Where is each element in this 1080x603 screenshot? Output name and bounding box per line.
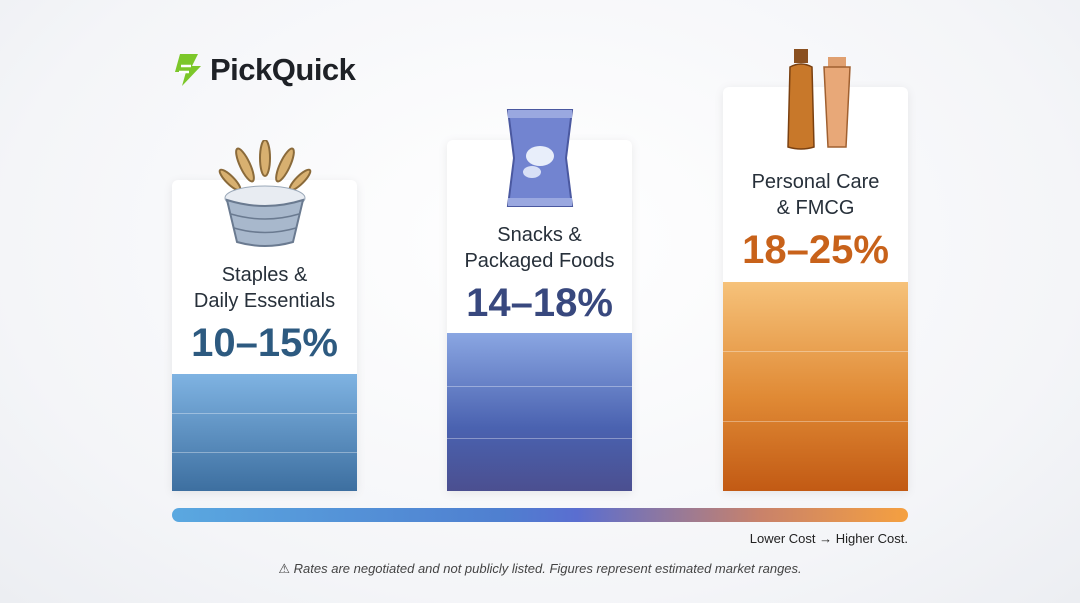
bar-divider [723,421,908,422]
bar-divider [723,351,908,352]
category-label-line2: & FMCG [776,197,855,219]
range-value: 18–25% [742,228,889,272]
cosmetic-bottles-icon [786,49,851,150]
category-label-line2: Daily Essentials [193,290,336,312]
category-label: Personal Care [751,171,880,193]
bar-divider [172,413,357,414]
range-value: 10–15% [191,321,338,365]
range-bar [723,282,908,491]
snack-bag-icon [506,109,573,207]
footnote-text: Rates are negotiated and not publicly li… [293,561,802,576]
bar-divider [447,438,632,439]
footnote: ⚠ Rates are negotiated and not publicly … [0,561,1080,577]
bar-divider [447,386,632,387]
category-label: Snacks & [497,224,582,246]
category-card-personal-care: Personal Care & FMCG 18–25% [723,49,908,491]
category-label-line2: Packaged Foods [464,250,615,272]
brand-logo: PickQuick [172,52,356,88]
cost-scale-gradient [172,508,908,522]
category-card-snacks: Snacks & Packaged Foods 14–18% [447,109,632,491]
wheat-basket-icon [218,140,311,247]
range-value: 14–18% [466,281,613,325]
bolt-logo-icon [175,54,201,86]
scale-legend: Lower Cost → Higher Cost. [749,531,908,546]
bar-divider [172,452,357,453]
brand-name: PickQuick [210,52,356,87]
warning-icon: ⚠ [278,561,291,576]
category-label: Staples & [221,264,308,286]
range-bar [447,333,632,491]
category-card-staples: Staples & Daily Essentials 10–15% [172,140,357,491]
range-bar [172,374,357,491]
